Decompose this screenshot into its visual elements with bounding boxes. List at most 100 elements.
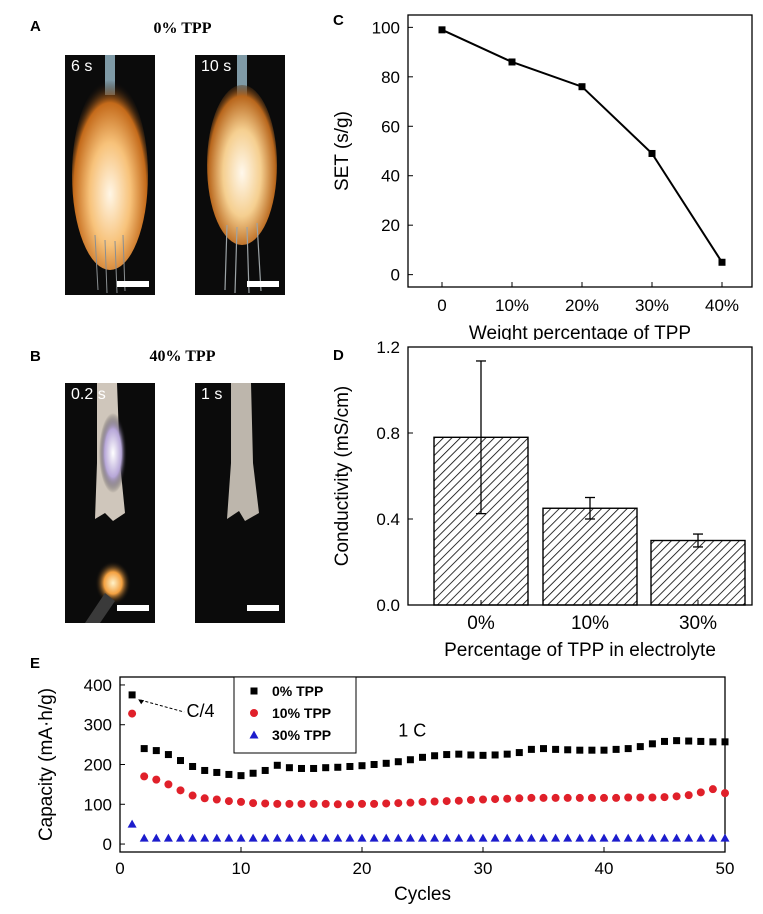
y-tick-label: 0.0: [376, 596, 400, 615]
x-tick-label: 20: [353, 859, 372, 878]
data-point: [297, 799, 306, 808]
data-point: [455, 750, 463, 758]
y-tick-label: 60: [381, 117, 400, 136]
data-point: [128, 709, 137, 718]
data-point: [224, 797, 233, 806]
panel-letter-d: D: [333, 347, 344, 364]
data-point: [721, 789, 729, 798]
data-point: [212, 795, 221, 804]
data-point: [201, 766, 209, 774]
data-point: [527, 745, 535, 753]
data-point: [673, 737, 681, 745]
data-point: [466, 795, 475, 804]
time-label: 0.2 s: [71, 386, 106, 403]
data-point: [273, 761, 281, 769]
data-point: [635, 833, 645, 842]
data-point: [660, 833, 669, 842]
bar: [650, 539, 746, 606]
panel-a-title: 0% TPP: [153, 20, 212, 37]
data-point: [297, 833, 306, 842]
data-point: [188, 791, 197, 800]
data-point: [552, 745, 560, 753]
data-point: [406, 798, 415, 807]
data-point: [284, 833, 294, 842]
data-point: [139, 833, 149, 842]
legend-label: 10% TPP: [272, 705, 331, 721]
data-point: [152, 775, 161, 784]
data-point: [382, 759, 390, 767]
data-point: [490, 833, 500, 842]
data-point: [140, 772, 149, 781]
data-point: [684, 833, 694, 842]
data-point: [405, 833, 415, 842]
data-point: [564, 746, 572, 754]
data-point: [236, 833, 246, 842]
data-point: [321, 799, 330, 808]
data-point: [394, 799, 403, 808]
y-tick-label: 100: [372, 18, 400, 37]
y-tick-label: 80: [381, 68, 400, 87]
data-point: [508, 58, 516, 66]
panel-letter-a: A: [30, 18, 41, 35]
panel-letter-b: B: [30, 348, 41, 365]
data-point: [540, 745, 547, 753]
plot-frame: [407, 14, 753, 288]
data-point: [551, 833, 561, 842]
data-point: [624, 745, 632, 753]
data-point: [708, 833, 718, 842]
data-point: [430, 833, 440, 842]
data-point: [624, 793, 633, 802]
photo-burning-0-2s: 0.2 s: [65, 383, 155, 623]
data-point: [309, 799, 318, 808]
flame-image: [207, 55, 277, 294]
data-point: [454, 796, 463, 805]
sample-image: [227, 383, 259, 521]
data-point: [382, 799, 391, 808]
data-point: [648, 793, 657, 802]
data-point: [587, 833, 597, 842]
data-point: [333, 833, 343, 842]
scale-bar: [247, 281, 279, 287]
data-point: [647, 833, 657, 842]
data-point: [708, 785, 717, 794]
data-point: [648, 149, 656, 157]
data-point: [285, 764, 293, 772]
data-point: [539, 833, 548, 842]
data-point: [128, 691, 136, 699]
x-tick-label: 10: [232, 859, 251, 878]
panel-letter-c: C: [333, 12, 344, 29]
time-label: 6 s: [71, 58, 93, 75]
data-point: [127, 819, 137, 828]
data-point: [213, 768, 221, 776]
data-point: [381, 833, 391, 842]
data-point: [177, 757, 184, 765]
data-point: [394, 758, 402, 766]
x-tick-label: 0%: [467, 613, 495, 634]
photo-burning-6s: 6 s: [65, 55, 155, 295]
data-point: [346, 762, 354, 770]
data-point: [442, 833, 452, 842]
capacity-scatter-chart: 0 100 200 300 400 0 10 20 30 40 50 0% TPP 10% TPP 30%…: [36, 676, 734, 905]
scale-bar: [117, 605, 149, 611]
data-point: [442, 797, 451, 806]
data-point: [684, 791, 693, 800]
bar: [542, 507, 638, 606]
data-point: [406, 756, 414, 764]
data-point: [685, 737, 693, 745]
data-point: [431, 752, 439, 760]
x-tick-label: 20%: [565, 296, 599, 315]
data-point: [334, 763, 342, 771]
data-point: [370, 799, 379, 808]
data-point: [672, 833, 682, 842]
data-point: [539, 793, 548, 802]
y-tick-label: 20: [381, 216, 400, 235]
data-point: [237, 797, 245, 806]
data-point: [479, 795, 487, 804]
legend-label: 0% TPP: [272, 683, 323, 699]
data-point: [612, 793, 621, 802]
data-point: [623, 833, 633, 842]
data-point: [345, 833, 355, 842]
data-point: [419, 753, 426, 761]
data-point: [188, 833, 198, 842]
data-point: [438, 26, 446, 34]
